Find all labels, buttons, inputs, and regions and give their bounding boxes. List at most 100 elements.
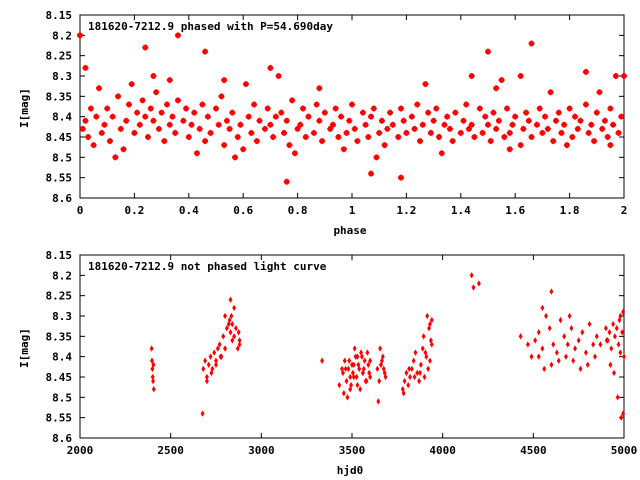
data-point (567, 312, 572, 320)
data-point (383, 373, 388, 381)
data-point (578, 365, 583, 373)
data-point (337, 381, 342, 389)
data-point (237, 337, 242, 344)
data-point (342, 357, 347, 364)
data-point (344, 377, 349, 385)
data-point (561, 121, 568, 128)
data-point (340, 369, 345, 377)
data-point (85, 134, 92, 140)
data-point (395, 134, 402, 140)
unphased-plot-panel: 181620-7212.9 not phased light curve hjd… (18, 249, 637, 477)
data-point (569, 325, 574, 332)
data-point (206, 361, 211, 368)
data-point (161, 138, 168, 145)
data-point (82, 117, 89, 124)
data-point (418, 361, 423, 368)
data-point (421, 333, 426, 340)
data-point (587, 320, 592, 328)
data-point (183, 105, 190, 112)
y-tick-label: 8.55 (46, 172, 73, 185)
data-point (340, 146, 347, 153)
data-point (150, 357, 154, 364)
y-tick-label: 8.35 (46, 330, 73, 343)
data-point (401, 390, 406, 397)
y-tick-label: 8.45 (46, 371, 73, 384)
data-point (142, 44, 149, 51)
data-point (425, 109, 432, 116)
data-point (558, 129, 565, 136)
data-point (199, 101, 206, 108)
data-point (213, 105, 219, 112)
unphased-plot-title: 181620-7212.9 not phased light curve (88, 260, 327, 273)
data-point (476, 280, 481, 287)
data-point (612, 369, 616, 377)
y-tick-label: 8.4 (52, 351, 72, 364)
data-point (565, 341, 570, 348)
data-point (469, 272, 474, 279)
data-point (509, 121, 516, 128)
data-point (471, 134, 478, 140)
y-tick-label: 8.2 (52, 29, 72, 42)
data-point (423, 349, 428, 356)
data-point (106, 138, 113, 145)
data-point (358, 386, 363, 393)
data-point (359, 109, 366, 116)
data-point (142, 113, 149, 120)
data-point (373, 154, 380, 161)
data-point (428, 320, 432, 328)
data-point (77, 32, 83, 39)
phased-plot-xlabel: phase (333, 224, 366, 237)
data-point (536, 353, 541, 360)
data-point (525, 341, 530, 348)
data-point (316, 85, 323, 92)
data-point (490, 109, 497, 116)
data-point (404, 369, 409, 377)
data-point (362, 121, 369, 128)
data-point (218, 353, 223, 360)
data-point (150, 73, 157, 79)
data-point (397, 105, 404, 112)
data-point (340, 365, 344, 373)
data-point (460, 117, 467, 124)
data-point (433, 105, 440, 112)
data-point (104, 105, 111, 112)
data-point (215, 121, 222, 128)
data-point (540, 304, 545, 312)
data-point (338, 113, 345, 120)
data-point (172, 129, 179, 136)
data-point (547, 89, 554, 96)
data-point (356, 361, 361, 368)
data-point (572, 113, 579, 120)
data-point (593, 109, 600, 116)
data-point (283, 178, 290, 185)
data-point (201, 365, 206, 373)
data-point (463, 101, 470, 108)
data-point (229, 312, 234, 320)
data-point (413, 349, 418, 356)
data-point (379, 361, 383, 368)
data-point (321, 109, 328, 116)
data-point (208, 353, 213, 360)
data-point (603, 325, 608, 332)
data-point (196, 125, 203, 132)
data-point (378, 117, 385, 124)
data-point (518, 333, 523, 340)
data-point (408, 373, 412, 381)
data-point (540, 345, 545, 352)
data-point (150, 365, 155, 373)
data-point (297, 121, 304, 128)
data-point (403, 129, 410, 136)
data-point (82, 64, 89, 71)
data-point (517, 142, 524, 149)
data-point (131, 129, 138, 136)
data-point (414, 101, 421, 108)
y-tick-label: 8.15 (46, 249, 73, 262)
x-tick-label: 5000 (611, 444, 638, 457)
data-point (607, 329, 612, 336)
data-point (357, 365, 362, 373)
data-point (278, 109, 285, 116)
data-point (87, 105, 94, 112)
data-point (591, 138, 598, 145)
data-point (221, 77, 228, 84)
data-point (610, 121, 617, 128)
